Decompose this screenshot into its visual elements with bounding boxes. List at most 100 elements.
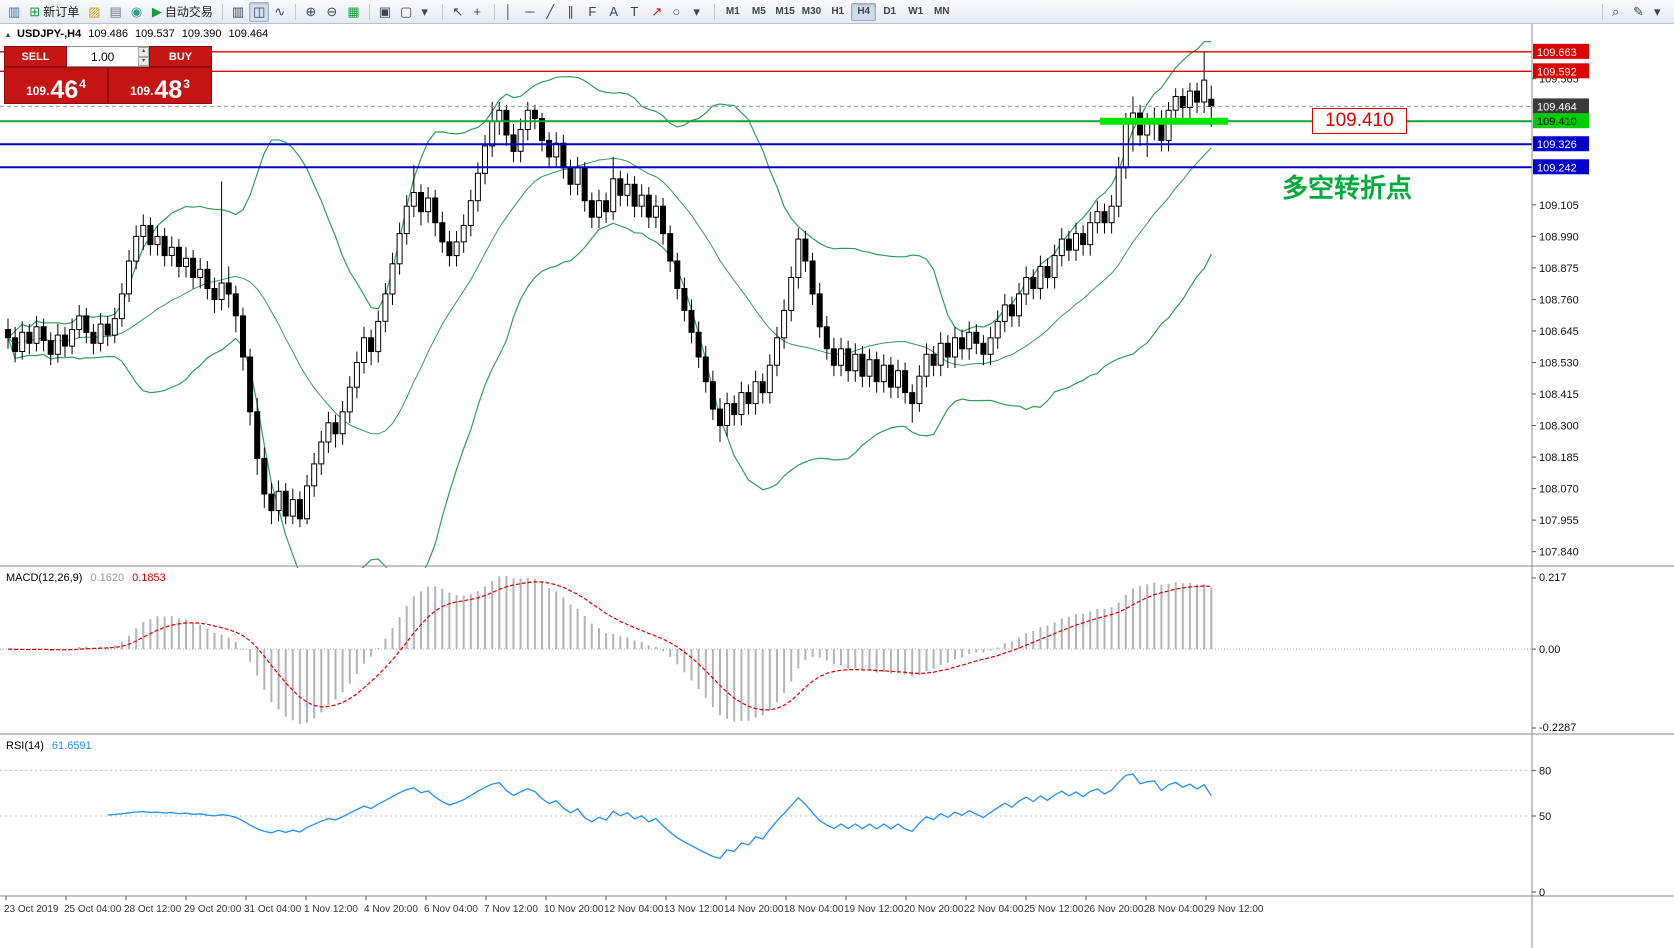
svg-text:0: 0 [1539, 887, 1545, 899]
channel-tool-icon: ∥ [567, 4, 574, 19]
vertical-line-tool-button[interactable]: │ [500, 2, 520, 22]
buy-button[interactable]: BUY [149, 46, 212, 67]
bar-chart-button[interactable]: ▥ [228, 2, 248, 22]
ohlc-open: 109.486 [88, 28, 128, 40]
svg-text:109.326: 109.326 [1537, 139, 1577, 151]
chart-window-button[interactable]: ▥ [4, 2, 24, 22]
timeframe-button-m30[interactable]: M30 [799, 3, 824, 21]
svg-text:14 Nov 20:00: 14 Nov 20:00 [724, 904, 784, 915]
price-label-109.663 [1533, 43, 1589, 59]
auto-trading-icon: ▶ [151, 4, 162, 19]
crosshair-button[interactable]: + [469, 2, 489, 22]
lot-decrease-button[interactable]: ▾ [138, 56, 149, 66]
new-order-button[interactable]: ⊞ 新订单 [25, 2, 83, 22]
svg-text:108.645: 108.645 [1539, 326, 1579, 338]
new-order-label: 新订单 [43, 5, 80, 19]
shapes-dropdown-button[interactable]: ▾ [689, 2, 709, 22]
profiles-dropdown-button[interactable]: ▾ [417, 2, 437, 22]
ohlc-close: 109.464 [228, 28, 269, 40]
timeframe-button-h4[interactable]: H4 [851, 2, 877, 21]
one-click-toggle-icon[interactable]: ▴ [6, 29, 11, 39]
svg-text:80: 80 [1539, 765, 1551, 777]
timeframe-button-mn[interactable]: MN [929, 3, 954, 21]
zoom-in-button[interactable]: ⊕ [301, 2, 321, 22]
bar-chart-icon: ▥ [231, 4, 245, 19]
rsi-line [107, 773, 1212, 860]
svg-text:107.840: 107.840 [1539, 547, 1579, 559]
tile-windows-button[interactable]: ▣ [375, 2, 395, 22]
chart-window[interactable]: 109.565 109.105 108.990 108.875 108.760 108.6… [0, 24, 1674, 948]
svg-text:108.530: 108.530 [1539, 357, 1579, 369]
horizontal-line-tool-button[interactable]: ─ [521, 2, 541, 22]
toolbar-separator [714, 3, 716, 20]
search-button[interactable]: ⌕ [1608, 2, 1628, 22]
arrows-tool-button[interactable]: ↗ [647, 2, 667, 22]
trendline-tool-button[interactable]: ╱ [542, 2, 562, 22]
shapes-tool-button[interactable]: ○ [668, 2, 688, 22]
text-tool-button[interactable]: A [605, 2, 625, 22]
charts-folder-button[interactable]: ▨ [84, 2, 104, 22]
sell-price-display[interactable]: 109. 46 4 [4, 67, 108, 104]
label-tool-button[interactable]: T [626, 2, 646, 22]
timeframe-button-d1[interactable]: D1 [877, 3, 902, 21]
data-window-button[interactable]: ◉ [127, 2, 147, 22]
price-label-109.410 [1533, 113, 1589, 129]
macd-main-value: 0.1620 [90, 572, 125, 584]
svg-text:0.00: 0.00 [1539, 644, 1560, 656]
fibonacci-tool-button[interactable]: F [584, 2, 604, 22]
timeframe-button-m1[interactable]: M1 [720, 3, 745, 21]
timeframe-button-m15[interactable]: M15 [772, 3, 797, 21]
lot-size-box: ▴ ▾ [67, 46, 149, 67]
lot-increase-button[interactable]: ▴ [138, 47, 149, 57]
print-button[interactable]: ▤ [106, 2, 126, 22]
sell-price-main: 46 [50, 76, 79, 104]
candlestick-chart-button[interactable]: ◫ [249, 1, 270, 22]
rsi-label: RSI(14) 61.6591 [6, 740, 92, 752]
svg-text:1 Nov 12:00: 1 Nov 12:00 [304, 904, 358, 915]
lot-size-input[interactable] [67, 47, 139, 66]
svg-text:29 Nov 12:00: 29 Nov 12:00 [1204, 904, 1264, 915]
timeframe-button-w1[interactable]: W1 [903, 3, 928, 21]
chart-canvas[interactable]: 109.565109.105108.990108.875108.760108.6… [0, 24, 1674, 948]
macd-histogram [14, 576, 1213, 724]
timeframe-button-h1[interactable]: H1 [825, 3, 850, 21]
shapes-tool-icon: ○ [672, 4, 681, 19]
timeframe-button-m5[interactable]: M5 [746, 3, 771, 21]
svg-text:108.990: 108.990 [1539, 231, 1579, 243]
indicators-list-button[interactable]: ▦ [343, 2, 363, 22]
rsi-levels: 80 50 0 [0, 765, 1551, 899]
compose-button[interactable]: ✎ [1629, 2, 1649, 22]
bollinger-bands [7, 41, 1212, 568]
svg-text:108.070: 108.070 [1539, 484, 1579, 496]
macd-name: MACD(12,26,9) [6, 572, 83, 584]
ohlc-low: 109.390 [181, 28, 222, 40]
svg-text:108.300: 108.300 [1539, 421, 1579, 433]
more-dropdown-button[interactable]: ▾ [1650, 2, 1670, 22]
time-axis[interactable]: 23 Oct 2019 25 Oct 04:00 28 Oct 12:00 29 Oc… [4, 896, 1264, 915]
chart-window-icon: ▥ [8, 4, 21, 19]
sell-price-prefix: 109. [26, 84, 50, 99]
auto-trading-button[interactable]: ▶ 自动交易 [148, 2, 217, 22]
buy-price-display[interactable]: 109. 48 3 [108, 67, 212, 104]
sell-price-pipette: 4 [79, 77, 86, 91]
arrows-tool-icon: ↗ [651, 4, 663, 19]
cursor-button[interactable]: ↖ [448, 2, 468, 22]
svg-text:108.185: 108.185 [1539, 452, 1579, 464]
buy-price-main: 48 [154, 76, 183, 104]
svg-text:109.410: 109.410 [1537, 116, 1577, 128]
svg-text:12 Nov 04:00: 12 Nov 04:00 [604, 904, 664, 915]
zoom-out-button[interactable]: ⊖ [322, 2, 342, 22]
symbol-name: USDJPY-,H4 [17, 28, 82, 40]
svg-text:108.760: 108.760 [1539, 294, 1579, 306]
turning-point-annotation[interactable]: 多空转折点 [1282, 173, 1413, 203]
channel-tool-button[interactable]: ∥ [563, 2, 583, 22]
price-annotation[interactable]: 109.410 [1312, 108, 1407, 134]
new-chart-button[interactable]: ▢ [396, 2, 416, 22]
crosshair-icon: + [473, 4, 481, 19]
print-icon: ▤ [109, 4, 122, 19]
svg-text:10 Nov 20:00: 10 Nov 20:00 [544, 904, 604, 915]
sell-button[interactable]: SELL [4, 46, 67, 67]
line-chart-button[interactable]: ∿ [270, 2, 290, 22]
svg-text:28 Nov 04:00: 28 Nov 04:00 [1144, 904, 1204, 915]
